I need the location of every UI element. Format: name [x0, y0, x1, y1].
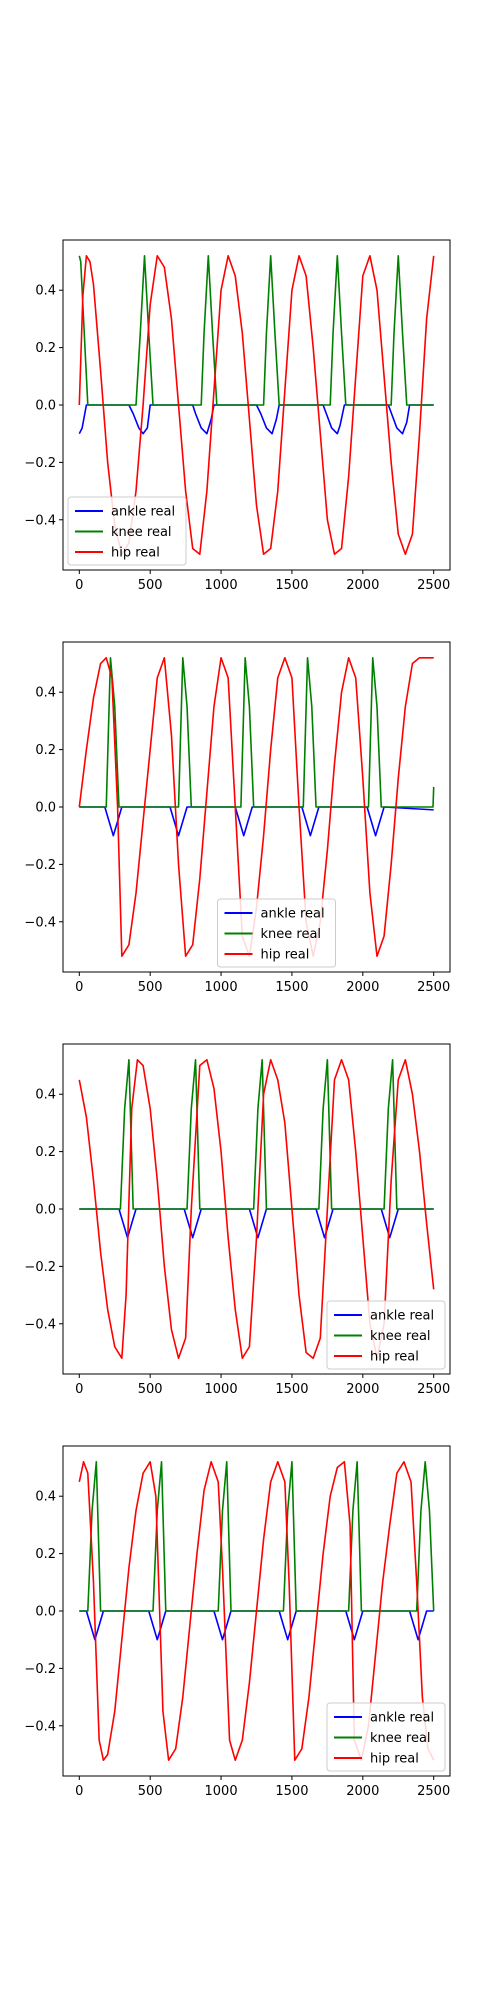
x-tick-label: 2000: [346, 578, 379, 593]
legend-label: hip real: [370, 1752, 419, 1767]
legend-label: knee real: [111, 525, 172, 540]
legend: ankle real knee real hip real: [326, 1702, 446, 1772]
x-tick-label: 2000: [346, 980, 379, 995]
y-tick-label: 0.2: [35, 1145, 56, 1160]
legend-label: ankle real: [261, 907, 325, 922]
series-line-hip-real: [78, 1460, 435, 1762]
y-tick-label: 0.0: [35, 1203, 56, 1218]
legend-label: hip real: [370, 1350, 419, 1365]
legend-label: knee real: [370, 1731, 431, 1746]
legend-label: knee real: [261, 927, 322, 942]
chart-panel-4: 0 500 1000 1500 2000 2500 −0.4 −0.2 0.0 0.2 0.4 ank…: [24, 1445, 451, 1799]
y-tick-label: −0.2: [24, 858, 56, 873]
x-tick-label: 1500: [275, 980, 308, 995]
series-line-knee-real: [78, 254, 434, 406]
y-tick-label: −0.4: [24, 915, 56, 930]
x-tick-label: 1000: [205, 1382, 238, 1397]
y-tick-label: −0.2: [24, 456, 56, 471]
legend: ankle real knee real hip real: [217, 898, 336, 968]
x-tick-label: 2500: [417, 1382, 450, 1397]
x-tick-label: 1500: [275, 1382, 308, 1397]
chart-panel-2: 0 500 1000 1500 2000 2500 −0.4 −0.2 0.0 0.2 0.4 ank…: [24, 641, 451, 995]
x-tick-label: 0: [75, 1784, 83, 1799]
x-tick-label: 1000: [205, 980, 238, 995]
legend-label: hip real: [111, 546, 160, 561]
series-line-ankle-real: [79, 1208, 434, 1239]
y-tick-label: 0.0: [35, 1605, 56, 1620]
legend-label: ankle real: [370, 1711, 434, 1726]
y-tick-label: 0.4: [35, 284, 56, 299]
x-tick-label: 1000: [205, 578, 238, 593]
x-tick-label: 500: [138, 1382, 163, 1397]
y-tick-label: −0.2: [24, 1662, 56, 1677]
x-tick-label: 0: [75, 980, 83, 995]
legend-box: [326, 1702, 446, 1772]
x-tick-label: 2500: [417, 578, 450, 593]
y-tick-label: −0.4: [24, 1719, 56, 1734]
y-tick-label: −0.4: [24, 1317, 56, 1332]
x-tick-label: 1000: [205, 1784, 238, 1799]
legend: ankle real knee real hip real: [326, 1300, 446, 1370]
chart-panel-1: 0 500 1000 1500 2000 2500 −0.4 −0.2 0.0 0.2 0.4 ank…: [24, 239, 451, 593]
y-tick-label: 0.4: [35, 1088, 56, 1103]
series-line-ankle-real: [79, 806, 434, 837]
x-tick-label: 2500: [417, 1784, 450, 1799]
legend-box: [326, 1300, 446, 1370]
legend: ankle real knee real hip real: [67, 496, 187, 566]
legend-label: hip real: [261, 948, 310, 963]
x-tick-label: 0: [75, 1382, 83, 1397]
x-tick-label: 2000: [346, 1382, 379, 1397]
y-tick-label: 0.0: [35, 399, 56, 414]
x-tick-label: 500: [138, 578, 163, 593]
x-tick-label: 2000: [346, 1784, 379, 1799]
y-tick-label: 0.2: [35, 341, 56, 356]
x-tick-label: 0: [75, 578, 83, 593]
y-tick-label: 0.4: [35, 1490, 56, 1505]
y-tick-label: 0.0: [35, 801, 56, 816]
chart-panel-3: 0 500 1000 1500 2000 2500 −0.4 −0.2 0.0 0.2 0.4 ank…: [24, 1043, 451, 1397]
y-tick-label: 0.2: [35, 1547, 56, 1562]
legend-label: ankle real: [111, 505, 175, 520]
y-tick-label: 0.2: [35, 743, 56, 758]
x-tick-label: 1500: [275, 1784, 308, 1799]
y-tick-label: 0.4: [35, 686, 56, 701]
x-tick-label: 500: [138, 1784, 163, 1799]
x-tick-label: 2500: [417, 980, 450, 995]
legend-box: [217, 898, 336, 968]
legend-box: [67, 496, 187, 566]
legend-label: knee real: [370, 1329, 431, 1344]
y-tick-label: −0.4: [24, 513, 56, 528]
legend-label: ankle real: [370, 1309, 434, 1324]
x-tick-label: 1500: [275, 578, 308, 593]
x-tick-label: 500: [138, 980, 163, 995]
series-line-knee-real: [79, 656, 435, 808]
y-tick-label: −0.2: [24, 1260, 56, 1275]
